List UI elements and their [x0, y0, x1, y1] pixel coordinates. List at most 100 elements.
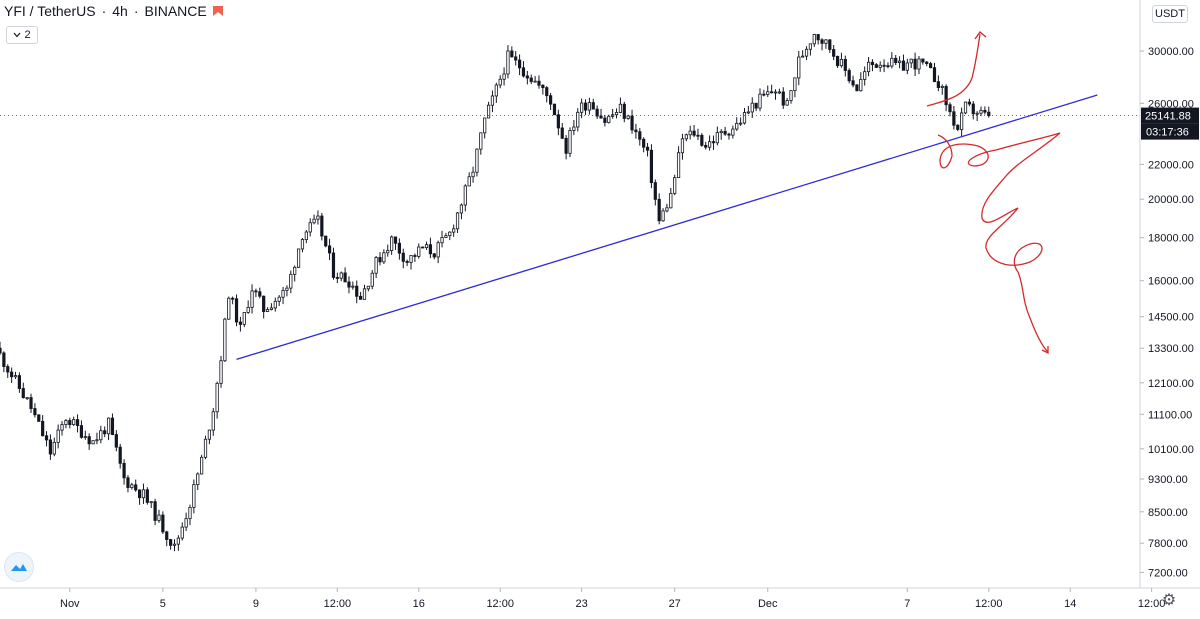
candle-up	[475, 148, 479, 173]
candle-up	[746, 111, 750, 114]
candle-up	[587, 102, 591, 111]
candle-up	[188, 506, 192, 520]
candle-up	[436, 242, 440, 258]
candle-up	[580, 102, 584, 113]
candle-down	[932, 67, 937, 83]
candle-up	[490, 95, 495, 106]
candle-down	[529, 77, 533, 82]
candle-down	[816, 34, 820, 41]
candle-down	[595, 108, 599, 117]
freehand-down-arrowhead	[1041, 346, 1049, 355]
candle-down	[87, 436, 91, 445]
price-tick-label: 14500.00	[1148, 312, 1194, 324]
candle-up	[200, 456, 204, 475]
candle-down	[432, 253, 436, 258]
candle-down	[37, 414, 41, 422]
freehand-loops-path	[937, 132, 1061, 353]
tradingview-logo-icon[interactable]	[4, 552, 34, 582]
candle-down	[343, 272, 347, 283]
candle-down	[770, 91, 774, 94]
time-tick-label: 7	[904, 598, 910, 610]
candle-up	[773, 91, 778, 94]
candle-down	[700, 134, 704, 146]
candle-down	[645, 146, 650, 151]
candle-down	[137, 489, 142, 499]
candle-down	[347, 281, 351, 288]
candle-down	[638, 131, 642, 140]
interval-label: 4h	[112, 3, 128, 19]
candle-down	[29, 397, 33, 409]
candle-down	[421, 246, 425, 249]
candle-down	[564, 137, 568, 154]
price-tick-label: 30000.00	[1148, 46, 1194, 58]
indicator-toggle-button[interactable]: 2	[6, 26, 38, 44]
candle-up	[731, 128, 735, 136]
candle-down	[320, 215, 324, 237]
candle-up	[766, 91, 770, 95]
candle-down	[855, 84, 859, 92]
candle-down	[254, 290, 258, 293]
candle-down	[657, 198, 661, 222]
candle-up	[859, 78, 863, 92]
symbol-name: YFI / TetherUS	[4, 3, 96, 19]
candle-down	[820, 39, 824, 44]
candle-up	[878, 64, 882, 68]
candle-up	[673, 177, 677, 194]
gear-icon[interactable]: ⚙	[1161, 592, 1177, 609]
candle-up	[180, 526, 184, 539]
price-labels: 25141.88 03:17:36	[0, 107, 1199, 140]
candle-down	[948, 104, 952, 113]
indicator-count: 2	[24, 29, 31, 41]
candle-up	[789, 90, 793, 101]
candle-down	[711, 141, 716, 144]
candle-up	[289, 273, 293, 289]
candle-up	[963, 101, 968, 114]
candle-up	[304, 231, 308, 240]
candle-down	[6, 366, 10, 373]
price-tick-label: 22000.00	[1148, 159, 1194, 171]
candle-up	[576, 111, 580, 128]
candle-up	[277, 296, 281, 302]
candle-down	[44, 435, 49, 441]
candle-down	[622, 103, 626, 119]
candle-down	[642, 138, 646, 148]
candle-up	[64, 420, 68, 425]
candle-up	[533, 80, 537, 83]
candle-down	[153, 501, 157, 521]
candle-down	[21, 388, 25, 399]
candle-up	[25, 397, 29, 399]
symbol-title[interactable]: YFI / TetherUS · 4h · BINANCE	[4, 3, 223, 19]
candle-down	[971, 103, 975, 115]
candle-up	[269, 307, 274, 310]
candle-down	[10, 371, 14, 378]
price-tick-label: 26000.00	[1148, 98, 1194, 110]
candle-down	[956, 124, 960, 130]
candle-up	[494, 84, 498, 97]
candle-down	[545, 87, 549, 97]
candle-down	[599, 115, 603, 119]
candle-up	[486, 104, 491, 119]
candle-up	[777, 91, 781, 94]
candle-down	[556, 114, 560, 129]
time-tick-label: 12:00	[1138, 598, 1166, 610]
candle-down	[851, 80, 855, 86]
candle-down	[929, 63, 933, 69]
candle-up	[797, 56, 801, 79]
candle-up	[626, 115, 630, 119]
candle-down	[262, 295, 266, 312]
countdown-box	[1141, 123, 1199, 140]
candle-up	[242, 312, 246, 325]
support-trendline	[236, 94, 1098, 361]
candle-up	[684, 134, 688, 140]
candle-up	[390, 236, 394, 251]
candle-down	[541, 84, 545, 89]
candle-up	[60, 424, 64, 431]
candle-up	[661, 210, 665, 222]
candle-up	[719, 130, 723, 134]
currency-unit-badge[interactable]: USDT	[1152, 5, 1188, 23]
candle-up	[801, 55, 805, 58]
candle-down	[48, 439, 53, 455]
candle-down	[692, 130, 696, 136]
